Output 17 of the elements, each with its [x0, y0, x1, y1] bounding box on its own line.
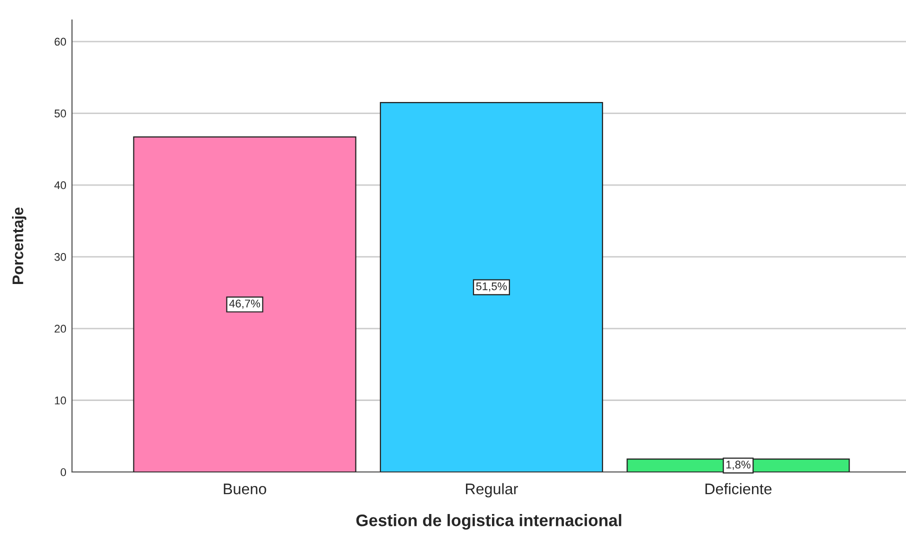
y-tick-label: 60 [54, 38, 66, 46]
y-tick-label: 30 [54, 253, 66, 261]
data-label: 51,5% [476, 282, 507, 292]
x-tick-label: Regular [466, 483, 518, 498]
y-tick-label: 10 [54, 396, 66, 404]
bar [133, 136, 356, 472]
x-tick-label: Bueno [224, 484, 266, 494]
y-tick-label: 0 [60, 468, 66, 476]
y-tick-label: 20 [54, 324, 66, 333]
y-tick-label: 40 [54, 181, 66, 190]
x-axis-title: Gestion de logistica internacional [356, 514, 622, 530]
x-tick-label: Deficiente [706, 483, 772, 494]
data-label: 46,7% [229, 300, 260, 309]
bar [380, 102, 604, 472]
y-tick-label: 50 [54, 110, 66, 118]
y-axis-title: Porcentaje [12, 207, 26, 284]
data-label: 1,8% [726, 460, 750, 470]
